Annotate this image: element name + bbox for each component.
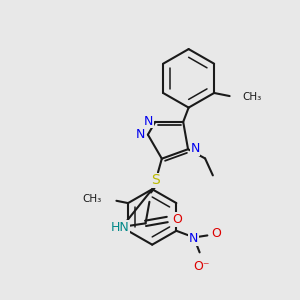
Text: S: S xyxy=(151,173,160,187)
Text: CH₃: CH₃ xyxy=(242,92,261,102)
Text: N: N xyxy=(190,142,200,155)
Text: O: O xyxy=(172,213,182,226)
Text: O: O xyxy=(212,226,222,240)
Text: O⁻: O⁻ xyxy=(193,260,209,273)
Text: N: N xyxy=(136,128,146,141)
Text: N: N xyxy=(144,115,153,128)
Text: HN: HN xyxy=(111,221,129,234)
Text: CH₃: CH₃ xyxy=(82,194,102,204)
Text: N: N xyxy=(189,232,198,245)
